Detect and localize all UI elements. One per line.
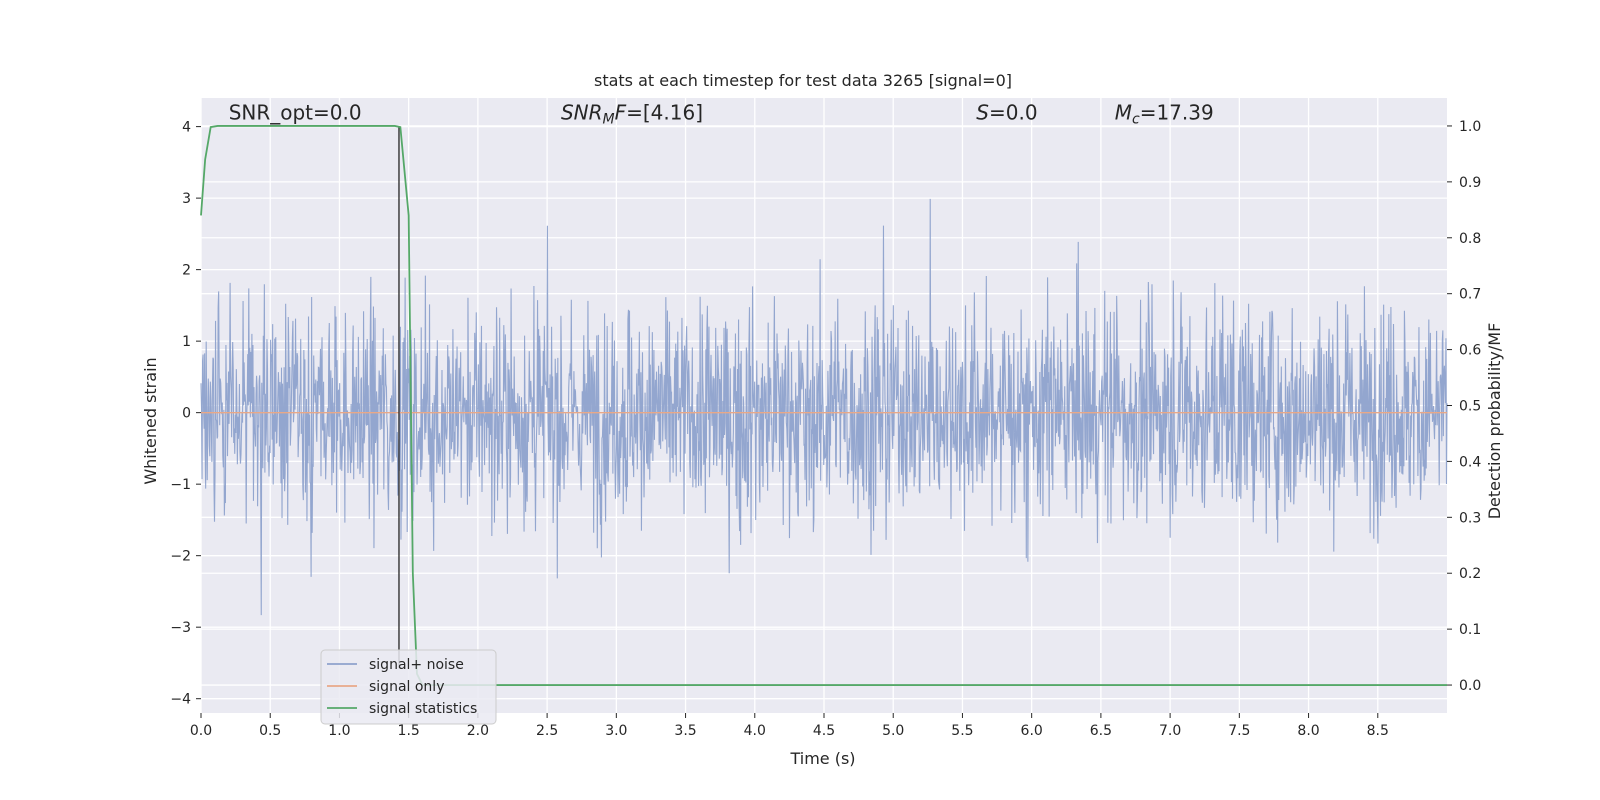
- x-tick-label: 7.0: [1159, 723, 1181, 739]
- y-axis-ticks: 4 3 2 1 0 −1 −2 −3 −4: [170, 120, 201, 708]
- y2-tick-label: 0.0: [1459, 678, 1481, 694]
- y-tick-label: −1: [170, 477, 191, 493]
- legend-entry: signal statistics: [369, 701, 477, 717]
- x-tick-label: 3.5: [674, 723, 696, 739]
- x-tick-label: 3.0: [605, 723, 627, 739]
- chart-title: stats at each timestep for test data 326…: [594, 71, 1012, 90]
- annotation-label: SNRMF=[4.16]: [561, 100, 703, 127]
- x-tick-label: 4.0: [744, 723, 766, 739]
- annotation-label: Mc=17.39: [1115, 100, 1214, 127]
- legend-entry: signal only: [369, 679, 444, 695]
- x-tick-label: 4.5: [813, 723, 835, 739]
- y2-tick-label: 0.6: [1459, 343, 1481, 359]
- x-tick-label: 0.0: [190, 723, 212, 739]
- y-tick-label: −4: [170, 692, 191, 708]
- y-tick-label: 0: [182, 406, 191, 422]
- y2-tick-label: 0.2: [1459, 566, 1481, 582]
- y2-axis-ticks: 1.0 0.9 0.8 0.7 0.6 0.5 0.4 0.3 0.2 0.1 0.0: [1447, 119, 1481, 694]
- y2-tick-label: 0.8: [1459, 231, 1481, 247]
- legend-entry: signal+ noise: [369, 657, 464, 673]
- y2-axis-label: Detection probability/MF: [1485, 323, 1504, 520]
- x-axis-label: Time (s): [789, 749, 855, 768]
- y-tick-label: 3: [182, 191, 191, 207]
- x-tick-label: 6.5: [1090, 723, 1112, 739]
- x-tick-label: 1.5: [398, 723, 420, 739]
- x-axis-ticks: 0.0 0.5 1.0 1.5 2.0 2.5 3.0 3.5 4.0 4.5 5.0 5.5 6.0 6…: [190, 713, 1389, 739]
- y-axis-label: Whitened strain: [141, 357, 160, 484]
- y2-tick-label: 0.7: [1459, 287, 1481, 303]
- x-tick-label: 5.5: [951, 723, 973, 739]
- y-tick-label: 2: [182, 263, 191, 279]
- annotations: SNR_opt=0.0 SNRMF=[4.16] S=0.0 Mc=17.39: [229, 100, 1214, 127]
- grid-lines: [200, 98, 1447, 713]
- series-signal-noise: [200, 198, 1448, 616]
- annotation-label: S=0.0: [976, 100, 1037, 124]
- x-tick-label: 8.5: [1367, 723, 1389, 739]
- x-tick-label: 7.5: [1228, 723, 1250, 739]
- y2-tick-label: 0.5: [1459, 399, 1481, 415]
- y2-tick-label: 0.9: [1459, 175, 1481, 191]
- y2-tick-label: 0.4: [1459, 454, 1481, 470]
- x-tick-label: 6.0: [1021, 723, 1043, 739]
- y-tick-label: −3: [170, 620, 191, 636]
- legend: signal+ noise signal only signal statistic…: [320, 649, 497, 725]
- x-tick-label: 2.5: [536, 723, 558, 739]
- x-tick-label: 1.0: [328, 723, 350, 739]
- x-tick-label: 2.0: [467, 723, 489, 739]
- annotation-label: SNR_opt=0.0: [229, 100, 362, 124]
- y-tick-label: 4: [182, 120, 191, 136]
- y2-tick-label: 0.3: [1459, 510, 1481, 526]
- y2-tick-label: 0.1: [1459, 622, 1481, 638]
- y-tick-label: −2: [170, 549, 191, 565]
- line-signal-noise: [200, 198, 1448, 616]
- line-signal-statistics: [200, 125, 1447, 686]
- y2-tick-label: 1.0: [1459, 119, 1481, 135]
- x-tick-label: 5.0: [882, 723, 904, 739]
- legend-box: [320, 649, 497, 725]
- x-tick-label: 0.5: [259, 723, 281, 739]
- x-tick-label: 8.0: [1297, 723, 1319, 739]
- y-tick-label: 1: [182, 334, 191, 350]
- series-signal-statistics: [200, 125, 1447, 686]
